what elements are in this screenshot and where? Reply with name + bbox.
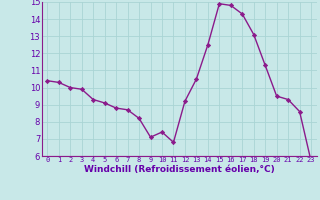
X-axis label: Windchill (Refroidissement éolien,°C): Windchill (Refroidissement éolien,°C) bbox=[84, 165, 275, 174]
